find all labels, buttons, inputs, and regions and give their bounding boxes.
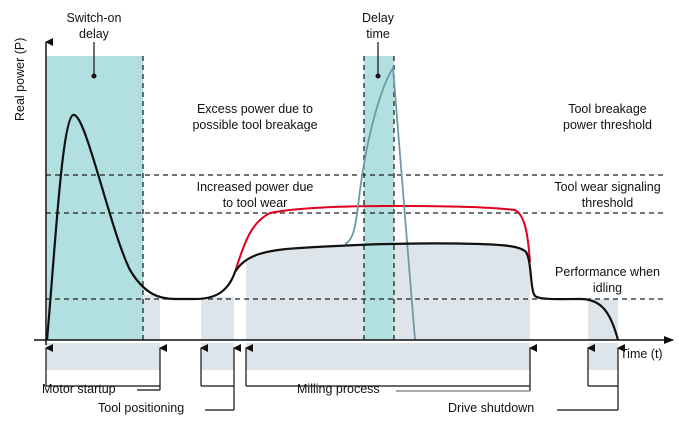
switch-on-delay-label: Switch-on delay — [66, 11, 122, 41]
x-axis-label: Time (t) — [620, 347, 663, 361]
y-axis-label: Real power (P) — [13, 37, 27, 121]
tool-breakage-spike — [344, 65, 416, 341]
switch-on-delay-box — [47, 56, 143, 340]
milling-process-label: Milling process — [297, 382, 380, 396]
tool-wear-threshold-label: Tool wear signaling threshold — [554, 180, 661, 210]
tool-positioning-band — [201, 343, 234, 370]
delay-time-label: Delay time — [362, 11, 394, 41]
increased-power-label: Increased power due to tool wear — [196, 180, 314, 210]
red-tool-wear-curve — [234, 204, 531, 273]
tool-positioning-label: Tool positioning — [98, 401, 185, 415]
milling-band — [246, 343, 530, 370]
tool-breakage-threshold-label: Tool breakage power threshold — [563, 102, 652, 132]
motor-startup-band — [46, 343, 160, 370]
drive-shutdown-band — [588, 343, 618, 370]
idling-label: Performance when idling — [555, 265, 660, 295]
drive-shutdown-label: Drive shutdown — [448, 401, 535, 415]
tool-positioning-area — [201, 297, 234, 340]
drive-shutdown-area — [588, 299, 618, 340]
excess-power-label: Excess power due to possible tool breakag… — [192, 102, 318, 132]
motor-startup-area — [143, 295, 160, 340]
motor-startup-label: Motor startup — [42, 382, 116, 396]
power-curve — [45, 113, 620, 341]
